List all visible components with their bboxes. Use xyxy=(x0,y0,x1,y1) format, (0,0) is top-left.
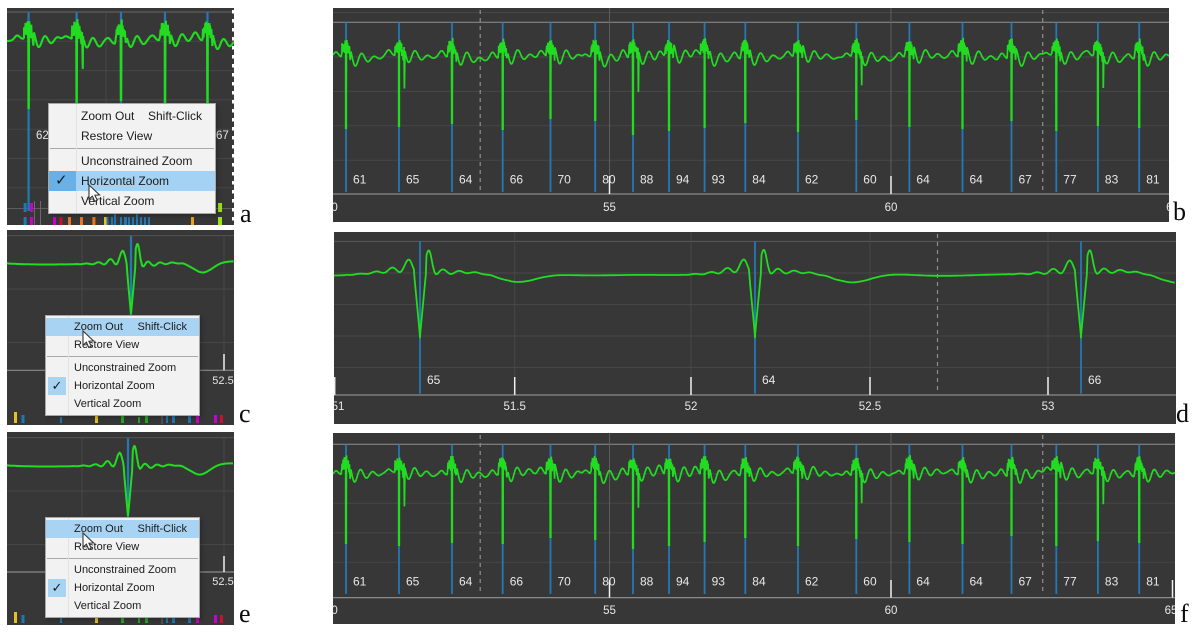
svg-text:64: 64 xyxy=(916,173,930,187)
svg-text:81: 81 xyxy=(1146,173,1160,187)
svg-text:52.5: 52.5 xyxy=(859,401,881,413)
svg-text:65: 65 xyxy=(427,373,441,387)
svg-text:55: 55 xyxy=(603,605,616,617)
svg-text:81: 81 xyxy=(1146,575,1160,589)
svg-text:52.5: 52.5 xyxy=(212,375,233,387)
svg-text:60: 60 xyxy=(885,605,898,617)
svg-text:67: 67 xyxy=(1019,173,1033,187)
svg-text:60: 60 xyxy=(885,202,898,214)
svg-text:50: 50 xyxy=(333,605,338,617)
svg-text:88: 88 xyxy=(640,575,654,589)
svg-text:50: 50 xyxy=(333,202,338,214)
svg-text:61: 61 xyxy=(353,173,367,187)
svg-text:70: 70 xyxy=(558,575,572,589)
svg-text:64: 64 xyxy=(970,575,984,589)
svg-text:65: 65 xyxy=(406,575,420,589)
svg-text:77: 77 xyxy=(1063,575,1077,589)
svg-text:52: 52 xyxy=(685,401,698,413)
svg-text:61: 61 xyxy=(353,575,367,589)
svg-text:66: 66 xyxy=(510,575,524,589)
svg-text:64: 64 xyxy=(762,373,776,387)
svg-text:64: 64 xyxy=(916,575,930,589)
svg-text:51: 51 xyxy=(334,401,344,413)
svg-text:77: 77 xyxy=(1063,173,1077,187)
svg-text:84: 84 xyxy=(752,173,766,187)
svg-text:65: 65 xyxy=(1165,605,1175,617)
svg-text:67: 67 xyxy=(216,130,229,142)
svg-text:62: 62 xyxy=(805,575,819,589)
svg-text:51.5: 51.5 xyxy=(504,401,526,413)
svg-text:52.5: 52.5 xyxy=(212,576,233,588)
svg-text:62: 62 xyxy=(36,130,49,142)
svg-text:64: 64 xyxy=(459,575,473,589)
svg-text:62: 62 xyxy=(805,173,819,187)
svg-text:65: 65 xyxy=(406,173,420,187)
svg-text:64: 64 xyxy=(970,173,984,187)
svg-text:94: 94 xyxy=(676,575,690,589)
svg-text:83: 83 xyxy=(1105,575,1119,589)
svg-text:65: 65 xyxy=(1166,202,1169,214)
svg-text:66: 66 xyxy=(510,173,524,187)
svg-text:70: 70 xyxy=(558,173,572,187)
svg-text:60: 60 xyxy=(863,575,877,589)
svg-text:83: 83 xyxy=(1105,173,1119,187)
svg-text:66: 66 xyxy=(1088,373,1102,387)
svg-text:93: 93 xyxy=(712,575,726,589)
svg-text:64: 64 xyxy=(459,173,473,187)
svg-text:67: 67 xyxy=(1019,575,1033,589)
svg-text:94: 94 xyxy=(676,173,690,187)
svg-text:93: 93 xyxy=(712,173,726,187)
svg-text:88: 88 xyxy=(640,173,654,187)
svg-text:55: 55 xyxy=(603,202,616,214)
svg-text:84: 84 xyxy=(752,575,766,589)
svg-text:53: 53 xyxy=(1042,401,1055,413)
svg-text:60: 60 xyxy=(863,173,877,187)
